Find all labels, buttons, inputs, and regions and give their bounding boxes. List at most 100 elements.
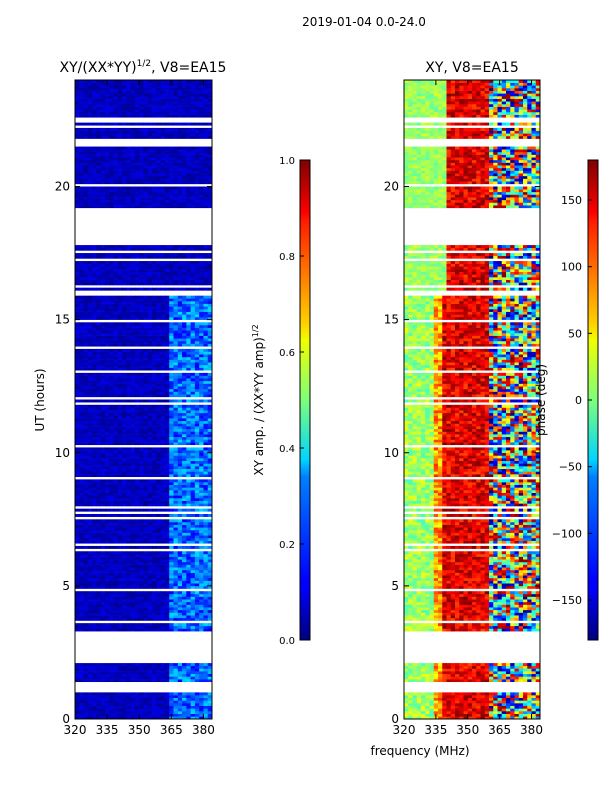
heatmap-cell: [134, 711, 140, 714]
heatmap-cell: [143, 420, 149, 424]
heatmap-cell: [164, 705, 170, 709]
heatmap-cell: [139, 713, 144, 717]
heatmap-cell: [190, 607, 196, 611]
heatmap-cell: [83, 298, 89, 302]
heatmap-cell: [194, 298, 200, 302]
heatmap-cell: [100, 490, 106, 493]
heatmap-cell: [79, 561, 84, 565]
heatmap-cell: [194, 330, 200, 334]
heatmap-cell: [100, 713, 106, 717]
heatmap-cell: [143, 676, 149, 680]
heatmap-cell: [152, 532, 157, 536]
heatmap-cell: [87, 695, 93, 698]
heatmap-cell: [100, 189, 106, 193]
heatmap-cell: [182, 498, 187, 501]
heatmap-cell: [100, 362, 106, 366]
heatmap-cell: [190, 359, 196, 363]
heatmap-cell: [177, 303, 183, 307]
heatmap-cell: [126, 553, 132, 557]
heatmap-cell: [160, 343, 166, 347]
heatmap-cell: [156, 671, 162, 675]
heatmap-cell: [203, 490, 209, 493]
heatmap-cell: [75, 513, 80, 517]
heatmap-cell: [87, 615, 93, 619]
heatmap-cell: [104, 442, 110, 446]
heatmap-cell: [190, 479, 196, 483]
heatmap-cell: [79, 362, 84, 366]
heatmap-cell: [134, 695, 140, 698]
heatmap-cell: [122, 625, 127, 629]
heatmap-cell: [87, 266, 93, 270]
heatmap-cell: [109, 679, 114, 683]
heatmap-cell: [147, 247, 153, 251]
heatmap-cell: [164, 615, 170, 619]
heatmap-cell: [203, 705, 209, 709]
heatmap-cell: [87, 327, 93, 331]
heatmap-cell: [109, 601, 114, 605]
heatmap-cell: [160, 181, 166, 185]
heatmap-cell: [109, 245, 114, 249]
heatmap-cell: [190, 703, 196, 706]
heatmap-cell: [87, 189, 93, 193]
heatmap-cell: [130, 428, 136, 432]
heatmap-cell: [96, 556, 102, 560]
heatmap-cell: [75, 418, 80, 422]
heatmap-cell: [122, 673, 127, 677]
heatmap-cell: [164, 340, 170, 344]
heatmap-cell: [152, 431, 157, 435]
heatmap-cell: [139, 407, 144, 411]
heatmap-cell: [194, 668, 200, 672]
heatmap-cell: [122, 559, 127, 563]
heatmap-cell: [169, 308, 174, 312]
heatmap-cell: [152, 665, 157, 669]
heatmap-cell: [92, 468, 97, 472]
heatmap-cell: [109, 247, 114, 251]
heatmap-cell: [143, 306, 149, 310]
heatmap-cell: [169, 599, 174, 603]
heatmap-cell: [134, 189, 140, 193]
heatmap-cell: [182, 447, 187, 451]
heatmap-cell: [169, 604, 174, 608]
heatmap-cell: [147, 362, 153, 366]
heatmap-cell: [169, 490, 174, 493]
heatmap-cell: [190, 708, 196, 712]
heatmap-cell: [75, 314, 80, 318]
heatmap-cell: [177, 460, 183, 464]
heatmap-cell: [87, 487, 93, 491]
heatmap-cell: [190, 316, 196, 320]
heatmap-cell: [177, 559, 183, 563]
heatmap-cell: [126, 247, 132, 251]
heatmap-cell: [117, 607, 123, 611]
heatmap-cell: [134, 575, 140, 579]
heatmap-cell: [117, 351, 123, 355]
heatmap-cell: [143, 287, 149, 291]
heatmap-cell: [96, 564, 102, 568]
heatmap-cell: [156, 593, 162, 597]
heatmap-cell: [109, 388, 114, 392]
heatmap-cell: [147, 628, 153, 632]
heatmap-cell: [79, 556, 84, 560]
heatmap-cell: [130, 553, 136, 557]
heatmap-cell: [203, 625, 209, 629]
heatmap-cell: [100, 356, 106, 360]
heatmap-cell: [203, 671, 209, 675]
heatmap-cell: [143, 471, 149, 475]
heatmap-cell: [75, 607, 80, 611]
heatmap-cell: [109, 202, 114, 206]
heatmap-cell: [109, 697, 114, 701]
heatmap-cell: [134, 247, 140, 251]
heatmap-cell: [75, 673, 80, 677]
heatmap-cell: [79, 327, 84, 331]
heatmap-cell: [139, 450, 144, 454]
heatmap-cell: [164, 508, 170, 512]
heatmap-cell: [160, 692, 166, 696]
heatmap-cell: [130, 490, 136, 493]
heatmap-cell: [79, 540, 84, 544]
heatmap-cell: [96, 583, 102, 587]
heatmap-cell: [207, 255, 213, 259]
heatmap-cell: [190, 439, 196, 443]
heatmap-cell: [182, 668, 187, 672]
heatmap-cell: [186, 593, 191, 597]
heatmap-cell: [164, 178, 170, 182]
heatmap-cell: [100, 668, 106, 672]
